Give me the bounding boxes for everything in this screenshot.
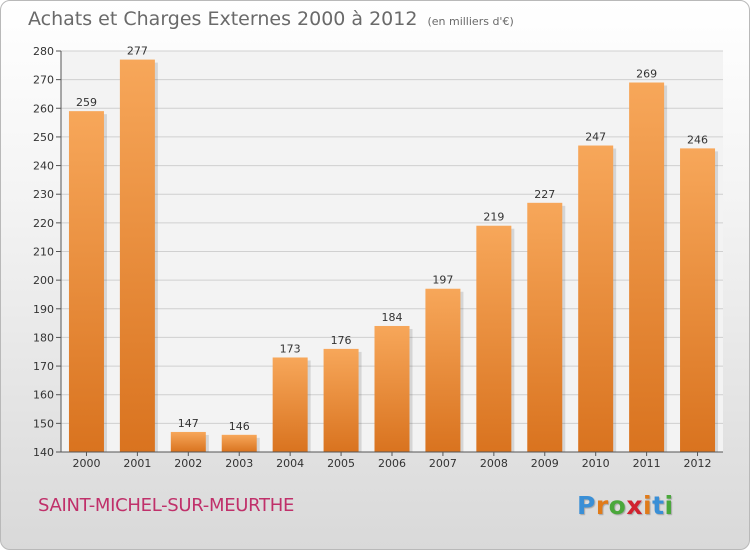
bar [476,225,512,452]
chart-title-text: Achats et Charges Externes 2000 à 2012 [28,8,418,30]
x-tick-label: 2006 [378,457,406,470]
bar-layer [68,59,719,453]
bar-value-label: 259 [76,96,97,109]
bar-value-label: 247 [585,131,606,144]
logo-letter: i [664,491,674,520]
y-tick-label: 170 [33,360,54,373]
x-tick-label: 2012 [684,457,712,470]
y-tick-label: 240 [33,160,54,173]
bar-value-label: 146 [229,420,250,433]
bar [119,59,155,452]
logo-letter: x [626,491,643,520]
bar-value-label: 246 [687,133,708,146]
bar-value-label: 269 [636,68,657,81]
y-tick-label: 210 [33,246,54,259]
bar [578,145,614,452]
x-tick-label: 2011 [633,457,661,470]
logo-letter: i [643,491,653,520]
x-tick-label: 2005 [327,457,355,470]
x-tick-label: 2010 [582,457,610,470]
x-tick-label: 2000 [72,457,100,470]
y-tick-label: 250 [33,131,54,144]
logo-letter: t [652,491,665,520]
x-tick-label: 2008 [480,457,508,470]
chart-title: Achats et Charges Externes 2000 à 2012 (e… [28,8,514,30]
bar-value-label: 277 [127,45,148,58]
bar-value-label: 227 [534,188,555,201]
y-tick-label: 230 [33,188,54,201]
axis-layer: 140 150 160 170 180 190 200 210 220 230 240 250 260 2… [33,45,723,470]
bar-value-label: 176 [331,334,352,347]
chart-unit-label: (en milliers d'€) [427,15,514,28]
bar [374,325,410,452]
x-tick-label: 2003 [225,457,253,470]
x-tick-label: 2007 [429,457,457,470]
y-tick-label: 260 [33,102,54,115]
y-tick-label: 150 [33,417,54,430]
bar [272,357,308,452]
bar [323,348,359,452]
y-tick-label: 190 [33,303,54,316]
logo-letter: P [577,491,596,520]
proxiti-logo: Proxiti [577,491,674,520]
bar-value-label: 219 [483,211,504,224]
bar-value-label: 184 [382,311,403,324]
bar [170,431,206,452]
bar [680,148,716,452]
bar [425,288,461,452]
y-tick-label: 200 [33,274,54,287]
y-tick-label: 160 [33,389,54,402]
logo-letter: r [595,491,609,520]
bar-value-label: 173 [280,342,301,355]
y-tick-label: 140 [33,446,54,459]
x-tick-label: 2004 [276,457,304,470]
bar [68,111,104,453]
y-tick-label: 280 [33,45,54,58]
y-tick-label: 270 [33,74,54,87]
bar-value-label: 197 [432,274,453,287]
x-tick-label: 2002 [174,457,202,470]
bar [629,82,665,452]
commune-name: SAINT-MICHEL-SUR-MEURTHE [38,495,295,516]
y-tick-label: 180 [33,331,54,344]
x-tick-label: 2009 [531,457,559,470]
x-tick-label: 2001 [123,457,151,470]
logo-letter: o [608,491,627,520]
bar-value-label: 147 [178,417,199,430]
bar [527,202,563,452]
bar [221,434,257,452]
y-tick-label: 220 [33,217,54,230]
